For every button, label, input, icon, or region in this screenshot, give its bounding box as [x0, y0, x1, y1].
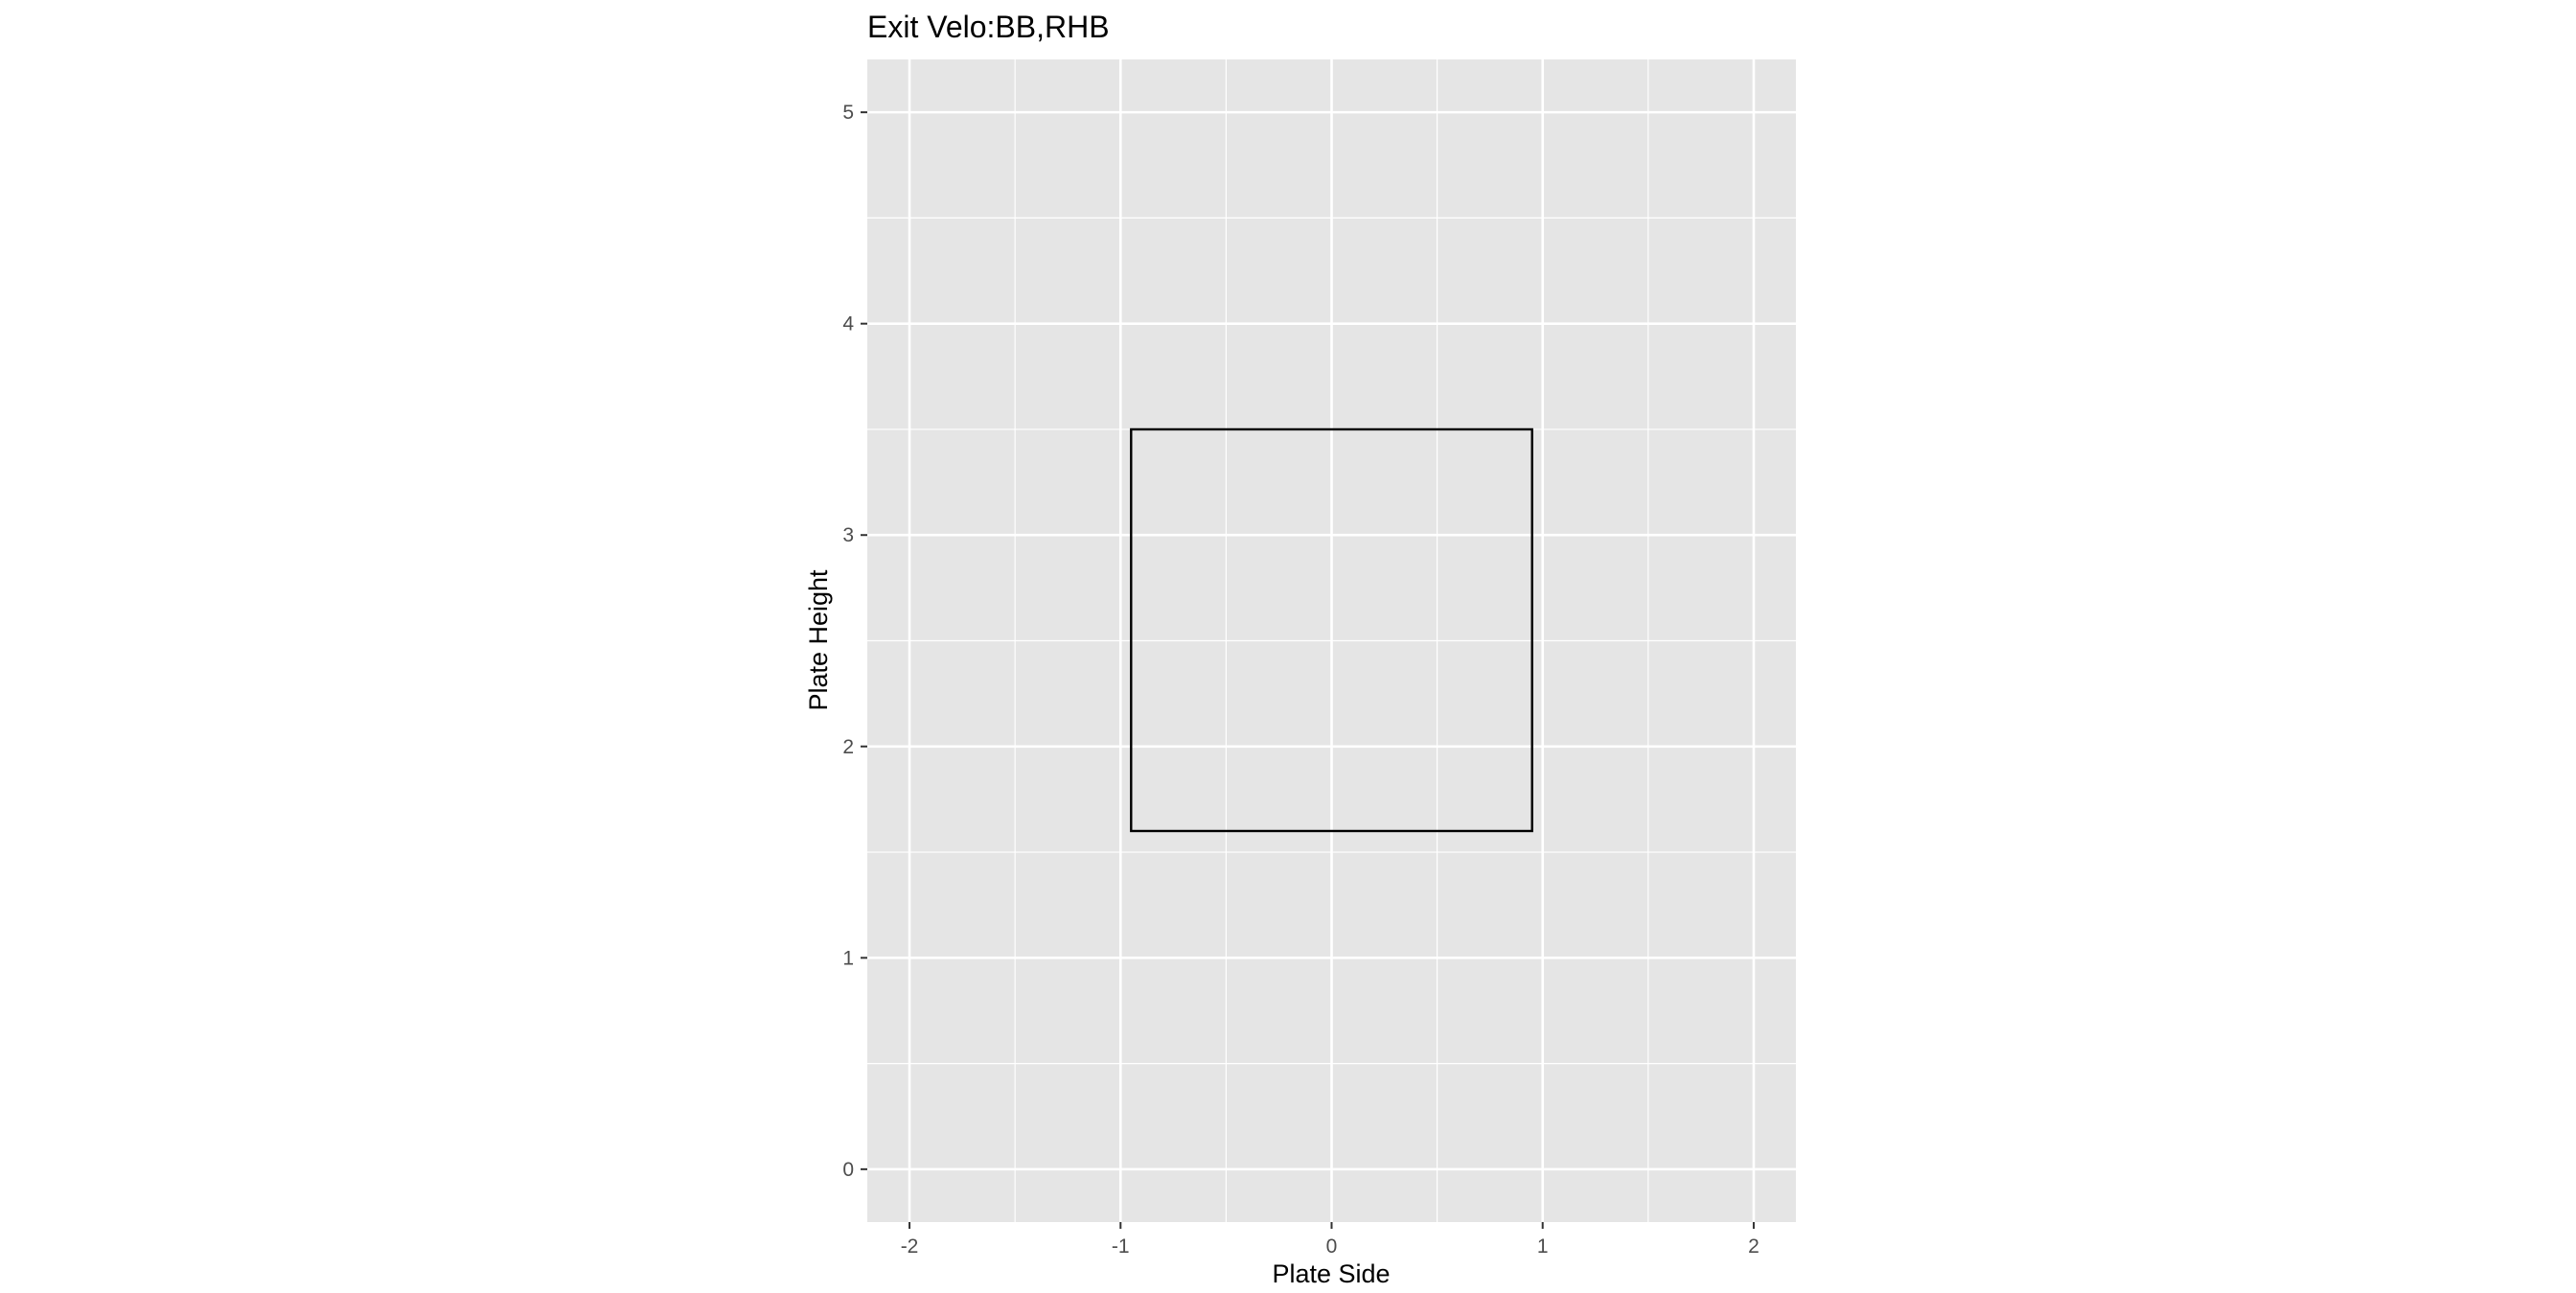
x-axis: -2 -1 0 1 2 [901, 1222, 1760, 1258]
x-tick-label: 2 [1748, 1235, 1760, 1258]
y-tick-label: 0 [842, 1159, 854, 1181]
x-axis-title: Plate Side [1272, 1259, 1390, 1288]
x-tick-label: -2 [901, 1235, 919, 1258]
y-tick-label: 3 [842, 524, 854, 546]
x-tick-label: 1 [1537, 1235, 1549, 1258]
x-tick-label: -1 [1112, 1235, 1130, 1258]
y-tick-label: 1 [842, 947, 854, 969]
y-axis-title: Plate Height [804, 569, 833, 711]
y-tick-label: 4 [842, 313, 854, 335]
strike-zone-box [1130, 427, 1533, 833]
chart-title: Exit Velo:BB,RHB [867, 10, 1110, 44]
x-tick-label: 0 [1326, 1235, 1338, 1258]
y-axis: 0 1 2 3 4 5 [842, 102, 867, 1181]
y-tick-label: 2 [842, 736, 854, 758]
major-gridlines [867, 59, 1796, 1222]
y-tick-label: 5 [842, 102, 854, 124]
